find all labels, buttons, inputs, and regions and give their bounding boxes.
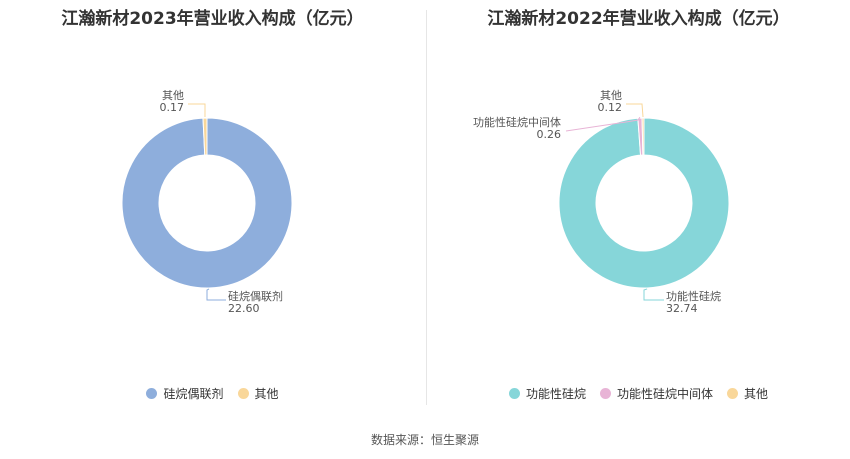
slice-label-value: 0.12 bbox=[598, 101, 623, 114]
slice-label-value: 0.17 bbox=[160, 101, 185, 114]
legend-2023: 硅烷偶联剂 其他 bbox=[0, 384, 425, 402]
leader-line bbox=[565, 116, 641, 132]
legend-item-2023-0[interactable]: 硅烷偶联剂 bbox=[146, 385, 224, 402]
legend-label: 其他 bbox=[744, 386, 769, 401]
donut-slice-1[interactable] bbox=[202, 117, 208, 156]
chart-title-2023: 江瀚新材2023年营业收入构成（亿元） bbox=[61, 9, 364, 29]
legend-label: 硅烷偶联剂 bbox=[163, 386, 224, 401]
legend-item-2022-1[interactable]: 功能性硅烷中间体 bbox=[599, 385, 713, 402]
donut-slice-0[interactable] bbox=[558, 117, 730, 289]
legend-label: 其他 bbox=[254, 386, 279, 401]
legend-2022: 功能性硅烷 功能性硅烷中间体 其他 bbox=[426, 384, 850, 402]
slice-label-value: 0.26 bbox=[537, 128, 562, 141]
chart-panel-2023: 江瀚新材2023年营业收入构成（亿元） 硅烷偶联剂 22.60 其他 0.17 硅烷偶… bbox=[0, 0, 425, 420]
legend-label: 功能性硅烷 bbox=[525, 386, 586, 401]
legend-dot bbox=[727, 387, 738, 399]
slice-label-value: 32.74 bbox=[666, 302, 698, 315]
leader-line bbox=[188, 103, 206, 118]
legend-item-2023-1[interactable]: 其他 bbox=[237, 385, 279, 402]
slice-label-name: 硅烷偶联剂 bbox=[228, 289, 283, 303]
donut-slice-2[interactable] bbox=[641, 117, 645, 156]
panel-divider bbox=[426, 10, 427, 405]
leader-line bbox=[643, 288, 664, 301]
donut-slice-0[interactable] bbox=[121, 117, 293, 289]
source-note: 数据来源：恒生聚源 bbox=[370, 433, 479, 447]
slice-label-name: 功能性硅烷中间体 bbox=[473, 115, 561, 129]
legend-dot bbox=[508, 387, 520, 399]
chart-title-2022: 江瀚新材2022年营业收入构成（亿元） bbox=[487, 9, 790, 29]
chart-panel-2022: 江瀚新材2022年营业收入构成（亿元） 功能性硅烷 32.74 功能性硅烷中间体 0.… bbox=[426, 0, 850, 420]
legend-dot bbox=[237, 387, 249, 399]
slice-label-value: 22.60 bbox=[228, 302, 260, 315]
legend-item-2022-0[interactable]: 功能性硅烷 bbox=[508, 385, 586, 402]
legend-label: 功能性硅烷中间体 bbox=[616, 386, 713, 401]
leader-line bbox=[626, 103, 644, 118]
slice-label-name: 其他 bbox=[162, 89, 184, 102]
legend-item-2022-2[interactable]: 其他 bbox=[727, 385, 768, 402]
legend-dot bbox=[146, 387, 158, 399]
leader-line bbox=[206, 288, 226, 301]
slice-label-name: 功能性硅烷 bbox=[666, 289, 721, 303]
slice-label-name: 其他 bbox=[600, 89, 622, 102]
legend-dot bbox=[599, 387, 611, 399]
